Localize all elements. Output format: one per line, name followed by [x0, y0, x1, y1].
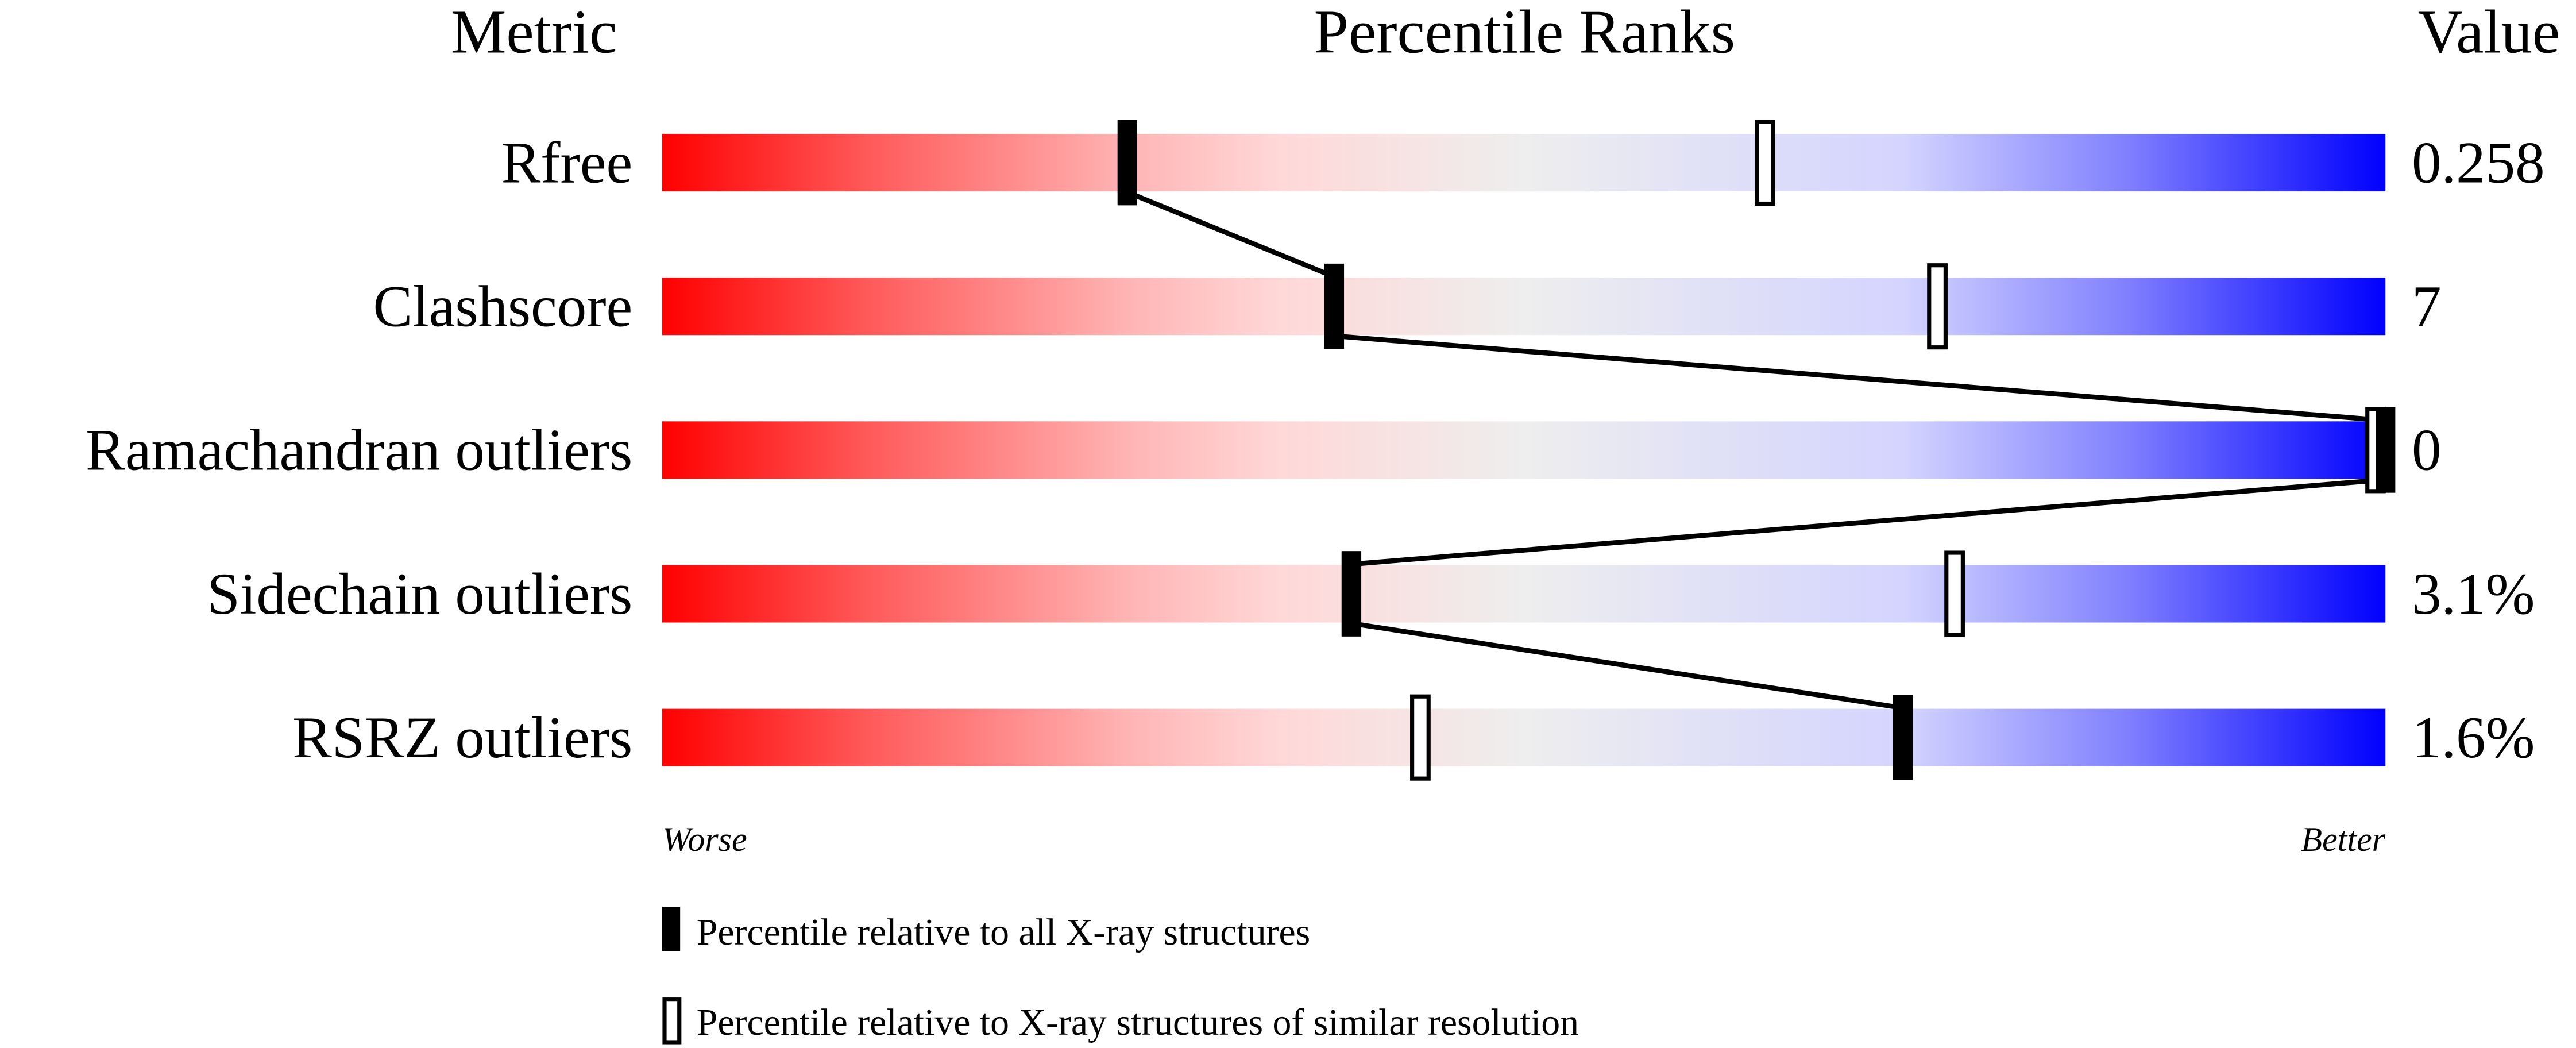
marker-similar-resolution — [1927, 263, 1948, 350]
metric-label: RSRZ outliers — [292, 705, 632, 770]
legend-marker-open — [662, 997, 682, 1045]
legend-label-similar: Percentile relative to X-ray structures … — [697, 1001, 1579, 1043]
connector-line — [1351, 621, 1903, 711]
marker-all-structures — [2376, 407, 2396, 493]
header-metric: Metric — [451, 0, 617, 66]
header-value: Value — [2418, 0, 2560, 66]
connector-line — [1334, 333, 2386, 423]
connector-line — [1126, 190, 1335, 279]
metric-label: Sidechain outliers — [207, 561, 633, 627]
percentile-bar — [662, 708, 2386, 766]
marker-similar-resolution — [1410, 694, 1431, 781]
marker-similar-resolution — [1944, 550, 1965, 637]
metric-value: 0.258 — [2412, 130, 2545, 195]
marker-all-structures — [1117, 120, 1138, 206]
connector-line — [1351, 477, 2386, 567]
legend-marker-filled — [662, 907, 681, 951]
percentile-bar — [662, 421, 2386, 479]
metric-label: Clashscore — [373, 274, 632, 340]
header-percentile-ranks: Percentile Ranks — [1314, 0, 1735, 66]
metric-value: 0 — [2412, 418, 2441, 483]
marker-all-structures — [1893, 695, 1913, 780]
metric-label: Ramachandran outliers — [86, 418, 632, 483]
axis-label-worse: Worse — [662, 820, 747, 858]
marker-similar-resolution — [1755, 119, 1775, 206]
metric-value: 7 — [2412, 274, 2441, 340]
metric-label: Rfree — [501, 130, 633, 195]
marker-all-structures — [1341, 551, 1362, 637]
metric-value: 1.6% — [2412, 705, 2535, 770]
metric-value: 3.1% — [2412, 561, 2535, 627]
percentile-bar — [662, 134, 2386, 192]
marker-all-structures — [1324, 263, 1345, 349]
axis-label-better: Better — [2301, 820, 2385, 858]
percentile-bar — [662, 278, 2386, 336]
percentile-bar — [662, 565, 2386, 623]
legend-label-all: Percentile relative to all X-ray structu… — [697, 911, 1311, 953]
